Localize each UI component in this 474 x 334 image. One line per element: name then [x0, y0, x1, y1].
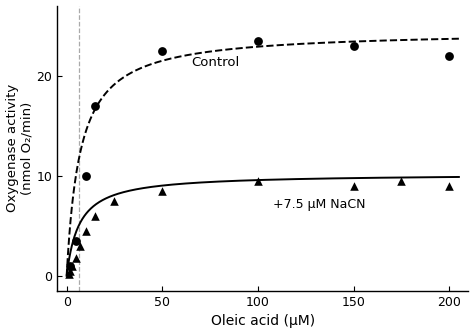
Point — [69, 263, 76, 269]
Point — [82, 228, 90, 233]
Point — [67, 268, 74, 274]
Point — [65, 271, 73, 277]
Point — [158, 188, 166, 193]
X-axis label: Oleic acid (μM): Oleic acid (μM) — [211, 314, 315, 328]
Point — [446, 53, 453, 58]
Point — [91, 103, 99, 109]
Point — [398, 178, 405, 183]
Point — [254, 38, 262, 43]
Text: Control: Control — [191, 56, 239, 69]
Point — [73, 238, 80, 243]
Point — [73, 255, 80, 261]
Point — [350, 183, 357, 188]
Point — [67, 263, 74, 269]
Point — [158, 48, 166, 53]
Point — [254, 178, 262, 183]
Point — [91, 213, 99, 218]
Point — [446, 183, 453, 188]
Point — [350, 43, 357, 48]
Text: +7.5 μM NaCN: +7.5 μM NaCN — [273, 198, 366, 211]
Point — [76, 243, 84, 248]
Point — [82, 173, 90, 178]
Y-axis label: Oxygenase activity
(nmol O₂/min): Oxygenase activity (nmol O₂/min) — [6, 84, 34, 212]
Point — [110, 198, 118, 203]
